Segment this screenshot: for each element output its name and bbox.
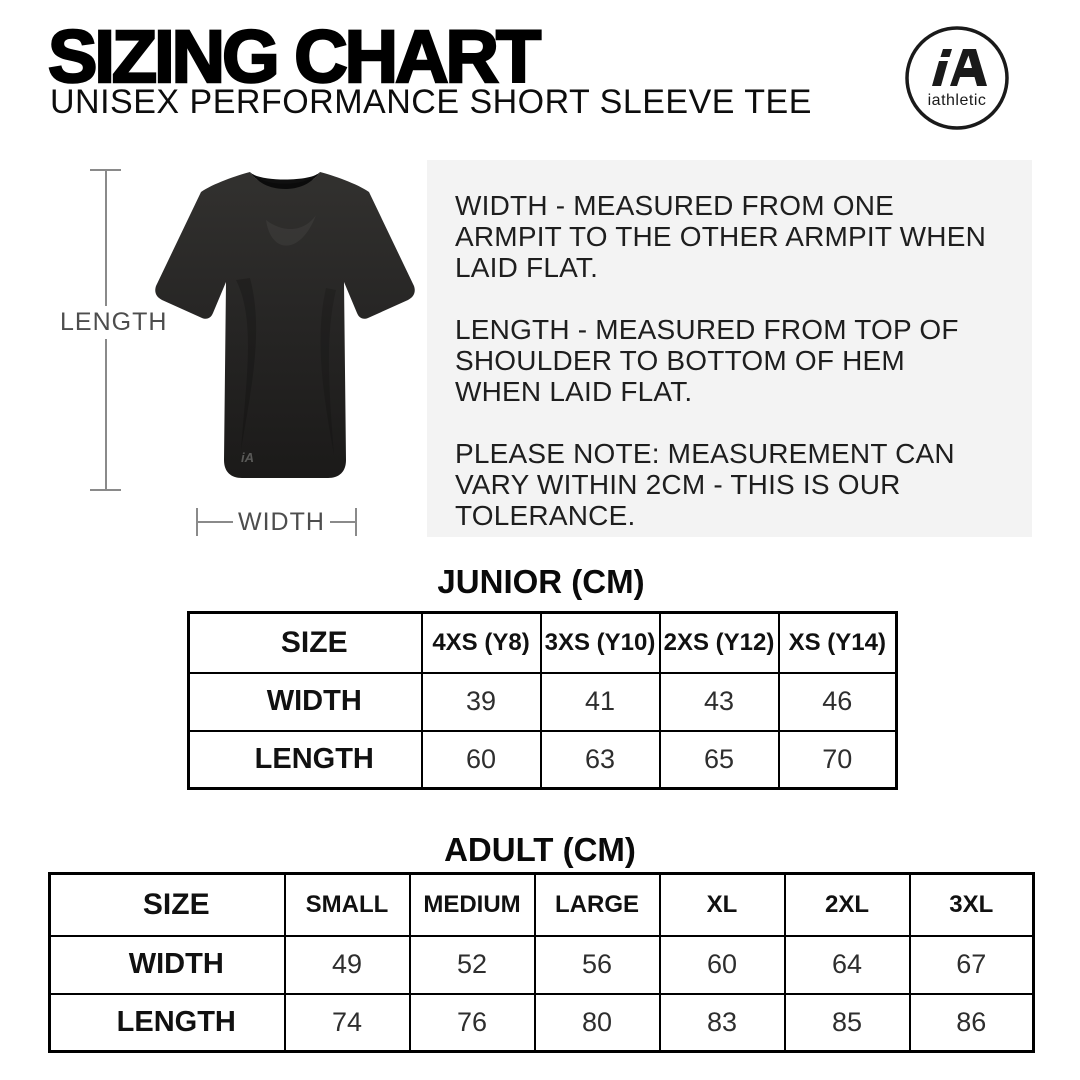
width-measure-cap-left [196, 508, 198, 536]
cell-value: 83 [658, 992, 786, 1053]
cell-value: 67 [908, 934, 1035, 995]
cell-value: 70 [777, 729, 898, 790]
junior-col-4xs: 4XS (Y8) [420, 611, 542, 674]
length-note: LENGTH - MEASURED FROM TOP OF SHOULDER T… [455, 314, 959, 407]
cell-value: 74 [283, 992, 411, 1053]
brand-logo-icon: iathletic [905, 26, 1009, 130]
tshirt-icon: iA [155, 172, 415, 478]
adult-width-row: WIDTH 49 52 56 60 64 67 [48, 934, 1035, 995]
adult-length-label: LENGTH [48, 992, 286, 1053]
page-subtitle: UNISEX PERFORMANCE SHORT SLEEVE TEE [50, 83, 812, 121]
junior-col-2xs: 2XS (Y12) [658, 611, 780, 674]
junior-size-table: SIZE 4XS (Y8) 3XS (Y10) 2XS (Y12) XS (Y1… [187, 611, 898, 790]
junior-width-row: WIDTH 39 41 43 46 [187, 671, 898, 732]
adult-length-row: LENGTH 74 76 80 83 85 86 [48, 992, 1035, 1053]
adult-col-xl: XL [658, 872, 786, 937]
junior-length-label: LENGTH [187, 729, 423, 790]
adult-col-small: SMALL [283, 872, 411, 937]
width-label: WIDTH [233, 506, 330, 539]
cell-value: 56 [533, 934, 661, 995]
cell-value: 80 [533, 992, 661, 1053]
junior-table-title: JUNIOR (CM) [437, 563, 645, 600]
junior-length-row: LENGTH 60 63 65 70 [187, 729, 898, 790]
cell-value: 46 [777, 671, 898, 732]
length-measure-cap-bottom [90, 489, 121, 491]
adult-table-title: ADULT (CM) [444, 831, 636, 868]
cell-value: 39 [420, 671, 542, 732]
cell-value: 52 [408, 934, 536, 995]
adult-col-2xl: 2XL [783, 872, 911, 937]
page-title: SIZING CHART [47, 15, 543, 98]
cell-value: 49 [283, 934, 411, 995]
iathletic-logo: iathletic [903, 24, 1011, 132]
junior-size-header: SIZE [187, 611, 423, 674]
svg-text:iathletic: iathletic [928, 92, 987, 109]
adult-header-row: SIZE SMALL MEDIUM LARGE XL 2XL 3XL [48, 872, 1035, 937]
cell-value: 76 [408, 992, 536, 1053]
cell-value: 41 [539, 671, 661, 732]
tolerance-note: PLEASE NOTE: MEASUREMENT CAN VARY WITHIN… [455, 438, 955, 531]
measurement-notes-box: WIDTH - MEASURED FROM ONE ARMPIT TO THE … [427, 160, 1032, 537]
svg-text:iA: iA [241, 450, 254, 465]
junior-header-row: SIZE 4XS (Y8) 3XS (Y10) 2XS (Y12) XS (Y1… [187, 611, 898, 674]
cell-value: 65 [658, 729, 780, 790]
cell-value: 43 [658, 671, 780, 732]
tshirt-image: iA [146, 160, 424, 502]
width-note: WIDTH - MEASURED FROM ONE ARMPIT TO THE … [455, 190, 987, 283]
cell-value: 60 [658, 934, 786, 995]
cell-value: 85 [783, 992, 911, 1053]
adult-width-label: WIDTH [48, 934, 286, 995]
length-label: LENGTH [55, 306, 173, 339]
junior-col-xs: XS (Y14) [777, 611, 898, 674]
junior-col-3xs: 3XS (Y10) [539, 611, 661, 674]
width-measure-cap-right [355, 508, 357, 536]
cell-value: 63 [539, 729, 661, 790]
cell-value: 86 [908, 992, 1035, 1053]
length-measure-cap-top [90, 169, 121, 171]
junior-width-label: WIDTH [187, 671, 423, 732]
adult-size-header: SIZE [48, 872, 286, 937]
adult-col-medium: MEDIUM [408, 872, 536, 937]
cell-value: 60 [420, 729, 542, 790]
adult-col-large: LARGE [533, 872, 661, 937]
adult-col-3xl: 3XL [908, 872, 1035, 937]
adult-size-table: SIZE SMALL MEDIUM LARGE XL 2XL 3XL WIDTH… [48, 872, 1035, 1053]
cell-value: 64 [783, 934, 911, 995]
